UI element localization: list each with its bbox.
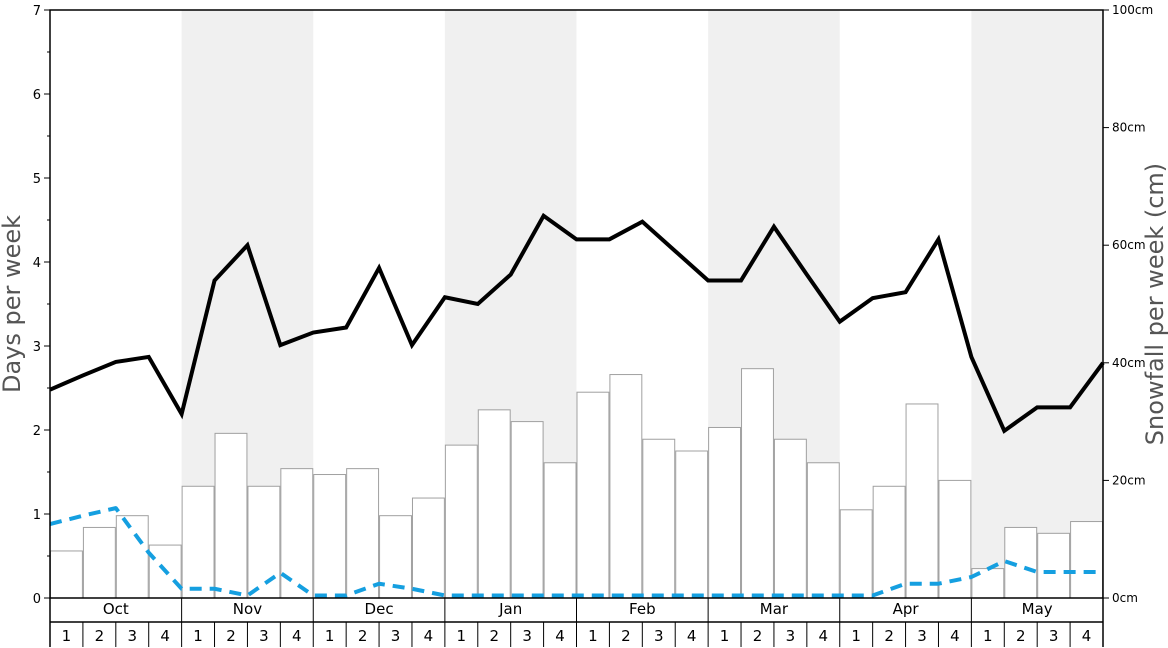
week-label: 4 — [424, 627, 434, 645]
left-tick-label: 2 — [33, 424, 41, 439]
month-label-apr: Apr — [893, 600, 920, 618]
snowfall-bar-32 — [1070, 521, 1103, 599]
week-label: 1 — [720, 627, 730, 645]
right-tick-label: 20cm — [1112, 473, 1146, 487]
week-label: 1 — [193, 627, 203, 645]
month-label-may: May — [1022, 600, 1053, 618]
snowfall-bar-20 — [675, 450, 709, 599]
week-label: 4 — [555, 627, 565, 645]
left-tick-label: 4 — [33, 256, 41, 271]
snowfall-bar-23 — [773, 438, 807, 599]
x-axis: Oct Nov Dec Jan Feb Mar Apr May 1 2 3 4 1 2 3 4 1 2 3 4 1 2 3 4… — [49, 598, 1104, 647]
snowfall-bar-27 — [905, 403, 939, 599]
week-label: 3 — [654, 627, 664, 645]
week-label: 3 — [786, 627, 796, 645]
right-tick-label: 40cm — [1112, 356, 1146, 370]
left-tick-label: 3 — [33, 340, 41, 355]
week-label: 1 — [62, 627, 72, 645]
dashed-series — [49, 506, 1103, 598]
snowfall-bar-10 — [346, 468, 380, 599]
dashed-line — [49, 506, 1103, 598]
snowfall-bar-7 — [247, 485, 281, 599]
week-label: 3 — [127, 627, 137, 645]
week-label: 4 — [950, 627, 960, 645]
right-axis-title: Snowfall per week (cm) — [1141, 163, 1168, 445]
snowfall-bar-3 — [115, 515, 149, 599]
week-label: 4 — [160, 627, 170, 645]
snowfall-bar-12 — [411, 497, 445, 599]
snowfall-bar-6 — [214, 432, 248, 599]
days-line-series — [49, 212, 1105, 434]
week-label: 3 — [391, 627, 401, 645]
right-tick-label: 100cm — [1112, 3, 1153, 17]
week-label: 1 — [457, 627, 467, 645]
week-label: 1 — [851, 627, 861, 645]
snowfall-bar-2 — [82, 526, 116, 599]
snowfall-bar-15 — [510, 421, 544, 599]
left-axis: 0 1 2 3 4 5 6 7 — [33, 4, 50, 607]
left-tick-label: 5 — [33, 172, 41, 187]
week-label: 4 — [1082, 627, 1092, 645]
month-shade-may — [971, 10, 1103, 598]
week-label: 1 — [325, 627, 335, 645]
snowfall-bar-21 — [708, 426, 742, 599]
snowfall-bar-25 — [839, 509, 873, 599]
snowfall-bars — [50, 368, 1103, 599]
week-label: 2 — [753, 627, 763, 645]
week-label: 4 — [819, 627, 829, 645]
days-line — [49, 212, 1105, 434]
left-tick-label: 0 — [33, 592, 41, 607]
month-shading — [181, 10, 1103, 598]
week-label: 3 — [1049, 627, 1059, 645]
snowfall-bar-26 — [872, 485, 906, 599]
month-label-mar: Mar — [760, 600, 789, 618]
month-label-oct: Oct — [103, 600, 129, 618]
week-label: 2 — [95, 627, 105, 645]
month-label-nov: Nov — [233, 600, 262, 618]
snowfall-bar-1 — [50, 550, 83, 599]
right-axis: 0cm 20cm 40cm 60cm 80cm 100cm — [1103, 3, 1153, 605]
week-label: 1 — [983, 627, 993, 645]
week-label: 3 — [522, 627, 532, 645]
week-label: 4 — [687, 627, 697, 645]
week-label: 1 — [588, 627, 598, 645]
snowfall-bar-5 — [181, 485, 215, 599]
month-label-dec: Dec — [365, 600, 394, 618]
week-label: 2 — [489, 627, 499, 645]
snowfall-bar-16 — [543, 462, 577, 599]
week-label: 2 — [621, 627, 631, 645]
week-label: 2 — [358, 627, 368, 645]
week-label: 3 — [917, 627, 927, 645]
month-label-jan: Jan — [498, 600, 522, 618]
right-tick-label: 60cm — [1112, 238, 1146, 252]
snowfall-bar-14 — [477, 409, 511, 599]
month-label-feb: Feb — [629, 600, 656, 618]
left-axis-title: Days per week — [0, 215, 26, 393]
snowfall-bar-18 — [609, 374, 643, 599]
week-label: 3 — [259, 627, 269, 645]
week-label: 2 — [226, 627, 236, 645]
snowfall-bar-17 — [576, 391, 610, 599]
week-label: 4 — [292, 627, 302, 645]
left-tick-label: 1 — [33, 508, 41, 523]
snowfall-bar-9 — [313, 474, 347, 599]
left-tick-label: 7 — [33, 4, 41, 19]
snowfall-bar-24 — [806, 462, 840, 599]
week-label: 2 — [1016, 627, 1026, 645]
snowfall-bar-31 — [1037, 532, 1071, 599]
snowfall-bar-22 — [741, 368, 774, 599]
right-tick-label: 80cm — [1112, 121, 1146, 135]
snowfall-bar-19 — [642, 438, 676, 599]
snowfall-bar-13 — [444, 444, 478, 599]
week-label: 2 — [884, 627, 894, 645]
left-tick-label: 6 — [33, 88, 41, 103]
right-tick-label: 0cm — [1112, 591, 1138, 605]
